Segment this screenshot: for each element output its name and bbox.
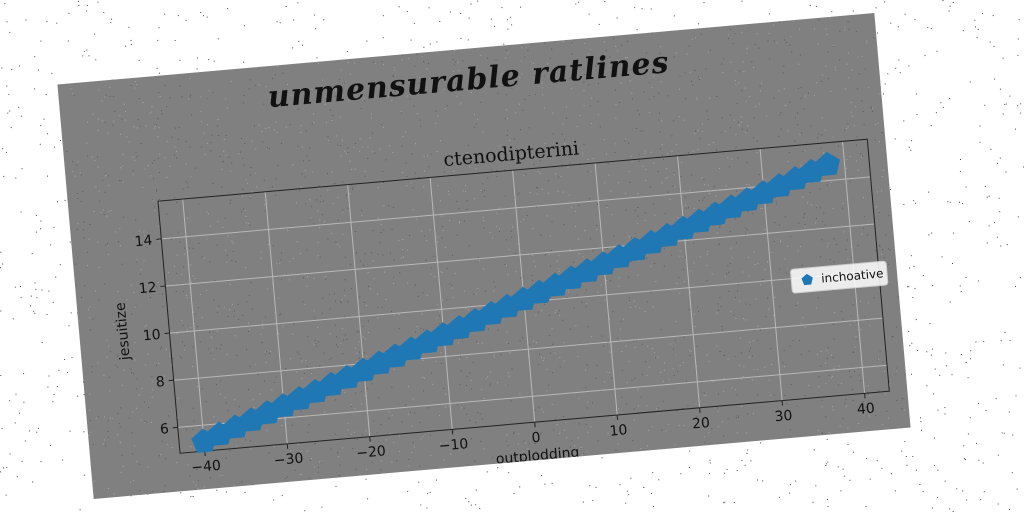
y-tick-label: 12 (138, 280, 157, 297)
x-tick-label: 20 (691, 415, 710, 432)
y-gridline (165, 223, 875, 287)
x-gridline (182, 198, 206, 452)
y-tick-label: 8 (155, 374, 165, 391)
y-tick-label: 14 (134, 233, 153, 250)
x-tick-label: −10 (438, 436, 469, 455)
legend-box (790, 260, 889, 294)
x-tick-label: −30 (273, 451, 304, 470)
data-point (815, 151, 840, 176)
scatter-plot: −40 −30 −20 −10 0 10 20 30 4068101214ctenodipter… (113, 137, 890, 477)
x-tick-label: 10 (609, 422, 628, 439)
y-gridline (173, 317, 883, 381)
chart-figure: unmensurable ratlines −40 −30 −20 −10 0 10 20 3… (57, 13, 911, 499)
x-gridline (677, 155, 701, 408)
x-tick-label: 0 (531, 430, 541, 447)
x-tick-label: 40 (856, 401, 875, 418)
legend-label: inchoative (821, 266, 884, 285)
y-tick-label: 10 (142, 327, 161, 344)
y-gridline (177, 364, 888, 428)
y-axis-label: jesuitize (113, 302, 134, 362)
x-gridline (429, 177, 453, 430)
x-gridline (347, 184, 371, 437)
x-tick-label: −40 (191, 458, 222, 477)
y-tick-label: 6 (159, 421, 169, 438)
x-gridline (594, 162, 618, 416)
x-tick-label: 30 (774, 408, 793, 425)
x-tick-label: −20 (356, 443, 387, 462)
figure-noise (66, 17, 906, 496)
y-gridline (161, 176, 871, 240)
legend-marker (801, 273, 813, 286)
